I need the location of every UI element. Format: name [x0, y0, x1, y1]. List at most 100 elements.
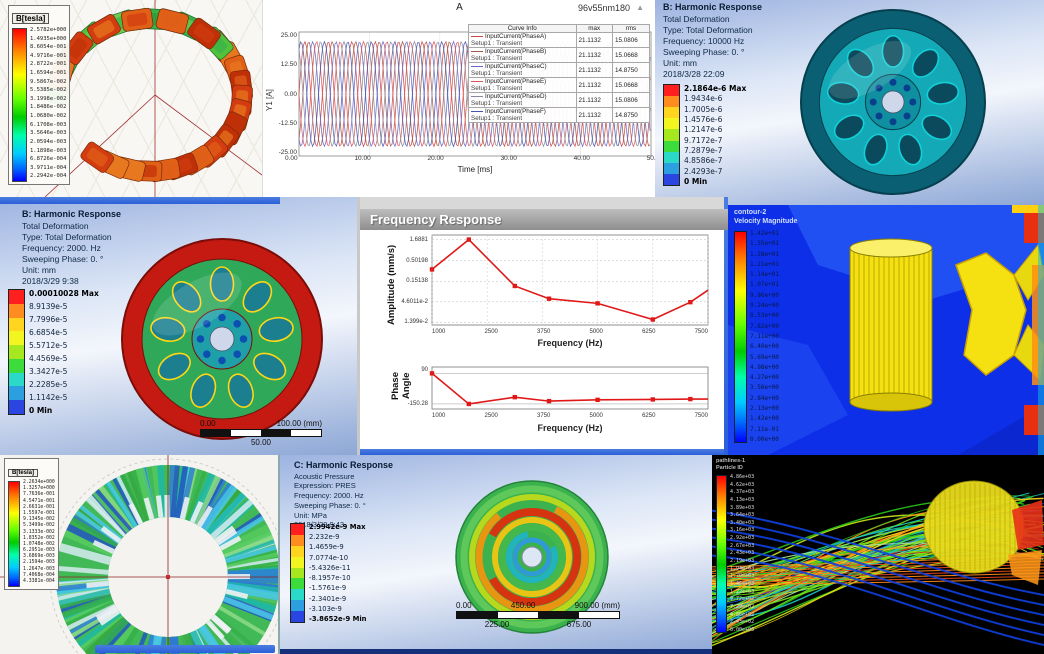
y-tick: 1.399e-2	[404, 319, 428, 325]
amplitude-x-axis-label: Frequency (Hz)	[537, 338, 603, 348]
legend-chip	[9, 303, 24, 318]
velocity-legend: 1.42e+01 1.35e+01 1.28e+01 1.21e+01 1.14e+01…	[734, 231, 779, 443]
legend-value: 6.6854e-5	[29, 328, 68, 337]
annotation-line: Total Deformation	[22, 220, 89, 231]
legend-chip	[664, 162, 679, 174]
legend-value: 2.19e+03	[730, 558, 755, 565]
legend-value: 5.3499e-002	[23, 523, 55, 529]
velocity-contour-render	[728, 205, 1044, 455]
legend-chip	[664, 129, 679, 141]
legend-value: 3.56e+00	[750, 384, 779, 392]
legend-chip	[291, 589, 304, 601]
legend-value: 7.2879e-7	[684, 145, 723, 155]
legend-value: 1.46e+03	[730, 580, 755, 587]
legend-value: 2.2942e-004	[30, 173, 67, 180]
plot-marker-icon: ▲	[636, 3, 644, 12]
legend-title-line: Velocity Magnitude	[734, 217, 798, 225]
legend-chip	[291, 578, 304, 590]
legend-values: 0.00010028 Max 8.9139e-5 7.7996e-5 6.6854e-…	[29, 289, 99, 415]
legend-chip	[291, 567, 304, 579]
x-tick: 0.00	[285, 155, 298, 162]
x-tick: 6250	[642, 413, 656, 419]
model-label: 96v55nm180	[577, 3, 630, 13]
table-cell: 15.0668	[611, 47, 651, 63]
acoustic-pressure-panel: C: Harmonic Response Acoustic Pressure Exp…	[278, 455, 712, 654]
legend-value: 1.3257e+000	[23, 486, 55, 492]
legend-value: 9.5867e-002	[30, 78, 67, 85]
legend-value: 4.37e+03	[730, 489, 755, 496]
annotation-line: B: Harmonic Response	[22, 209, 122, 219]
legend-values: 2.5782e+000 1.4935e+000 8.6054e-001 4.9716e…	[30, 27, 67, 180]
frequency-response-window: Frequency Response Amplitude (mm/s) 1.68…	[357, 197, 728, 455]
legend-value: 0.00010028 Max	[29, 289, 99, 298]
legend-chip	[291, 556, 304, 568]
table-cell: 15.0806	[611, 32, 651, 48]
legend-values: 2.9942e-9 Max 2.232e-9 1.4659e-9 7.0774e-10…	[309, 523, 367, 623]
legend-value: 7.7636e-001	[23, 492, 55, 498]
table-cell: InputCurrent(PhaseB) Setup1 : Transient	[468, 47, 577, 63]
legend-value: 9.1345e-002	[23, 517, 55, 523]
legend-value: 1.94e+03	[730, 565, 755, 572]
legend-value: 1.8486e-002	[30, 104, 67, 111]
series-swatch-icon	[471, 110, 483, 112]
current-plot-panel: A 96v55nm180 ▲ Y1 [A] 25.00 12.50 0.00 -12.…	[262, 0, 656, 197]
x-tick: 40.00	[573, 155, 590, 162]
x-tick: 2500	[484, 413, 498, 419]
legend-chip	[291, 534, 304, 546]
legend-value: 2.84e+00	[750, 394, 779, 402]
scale-ruler: 0.00 100.00 (mm) 50.00	[200, 419, 322, 447]
color-bar	[716, 475, 727, 633]
taskbar-item[interactable]	[95, 645, 275, 653]
legend-chip	[9, 386, 24, 401]
window-border-bottom	[360, 449, 728, 455]
legend-value: 1.42e+00	[750, 415, 779, 423]
table-row: InputCurrent(PhaseD) Setup1 : Transient 21…	[468, 92, 651, 108]
legend-value: 4.8586e-7	[684, 156, 723, 166]
legend-value: 6.40e+00	[750, 343, 779, 351]
wheel-deformation-render	[800, 9, 986, 195]
legend-value: 1.1898e-003	[30, 147, 67, 154]
table-row: InputCurrent(PhaseE) Setup1 : Transient 21…	[468, 77, 651, 93]
legend-chip	[664, 96, 679, 108]
legend-value: 3.1998e-002	[30, 95, 67, 102]
table-cell: InputCurrent(PhaseA) Setup1 : Transient	[468, 32, 577, 48]
legend-chip	[664, 151, 679, 163]
legend-values: 1.42e+01 1.35e+01 1.28e+01 1.21e+01 1.14e+01…	[750, 231, 779, 443]
x-axis-label: Time [ms]	[457, 165, 493, 174]
result-annotation: B: Harmonic Response Total Deformation Typ…	[663, 2, 762, 80]
annotation-line: C: Harmonic Response	[294, 460, 394, 470]
legend-chip	[664, 107, 679, 119]
table-cell: 21.1132	[575, 77, 613, 93]
window-title-strip[interactable]	[0, 197, 280, 204]
annotation-line: Type: Total Deformation	[663, 24, 753, 35]
legend-value: 2.92e+03	[730, 535, 755, 542]
annotation-line: Sweeping Phase: 0. °	[663, 46, 745, 57]
x-tick: 1000	[432, 413, 446, 419]
table-cell: 21.1132	[575, 32, 613, 48]
legend-value: 1.14e+01	[750, 271, 779, 279]
legend-title-line: pathlines-1	[716, 458, 746, 464]
legend-value: -3.103e-9	[309, 604, 342, 613]
annotation-line: 2018/3/29 9:43	[294, 520, 345, 530]
legend-title: B[tesla]	[8, 469, 39, 477]
legend-value: 2.2285e-5	[29, 380, 68, 389]
legend-values: 2.1864e-6 Max 1.9434e-6 1.7005e-6 1.4576e-6…	[684, 84, 746, 186]
phase-x-ticks: 1000 2500 3750 5000 6250 7500	[432, 413, 708, 419]
legend-chips	[8, 289, 25, 415]
legend-value: 5.69e+00	[750, 353, 779, 361]
legend-value: 7.11e+00	[750, 332, 779, 340]
annotation-line: Sweeping Phase: 0. °	[22, 253, 104, 264]
b-field-legend: B[tesla] 2.5782e+000 1.4935e+000 8.6054e-0…	[8, 5, 71, 185]
legend-value: 4.98e+00	[750, 363, 779, 371]
annotation-line: Total Deformation	[663, 13, 730, 24]
legend-value: 7.11e-01	[750, 425, 779, 433]
deformation-legend: 0.00010028 Max 8.9139e-5 7.7996e-5 6.6854e-…	[8, 289, 99, 415]
window-title-bar[interactable]: Frequency Response	[360, 209, 728, 230]
legend-value: 4.62e+03	[730, 481, 755, 488]
legend-value: 2.1594e-003	[23, 560, 55, 566]
legend-value: 5.5712e-5	[29, 341, 68, 350]
legend-values: 2.2634e+000 1.3257e+000 7.7636e-001 4.5471e…	[23, 480, 55, 585]
legend-value: 1.28e+01	[750, 250, 779, 258]
ruler-label: 100.00 (mm)	[276, 419, 322, 428]
legend-value: 3.1333e-002	[23, 529, 55, 535]
